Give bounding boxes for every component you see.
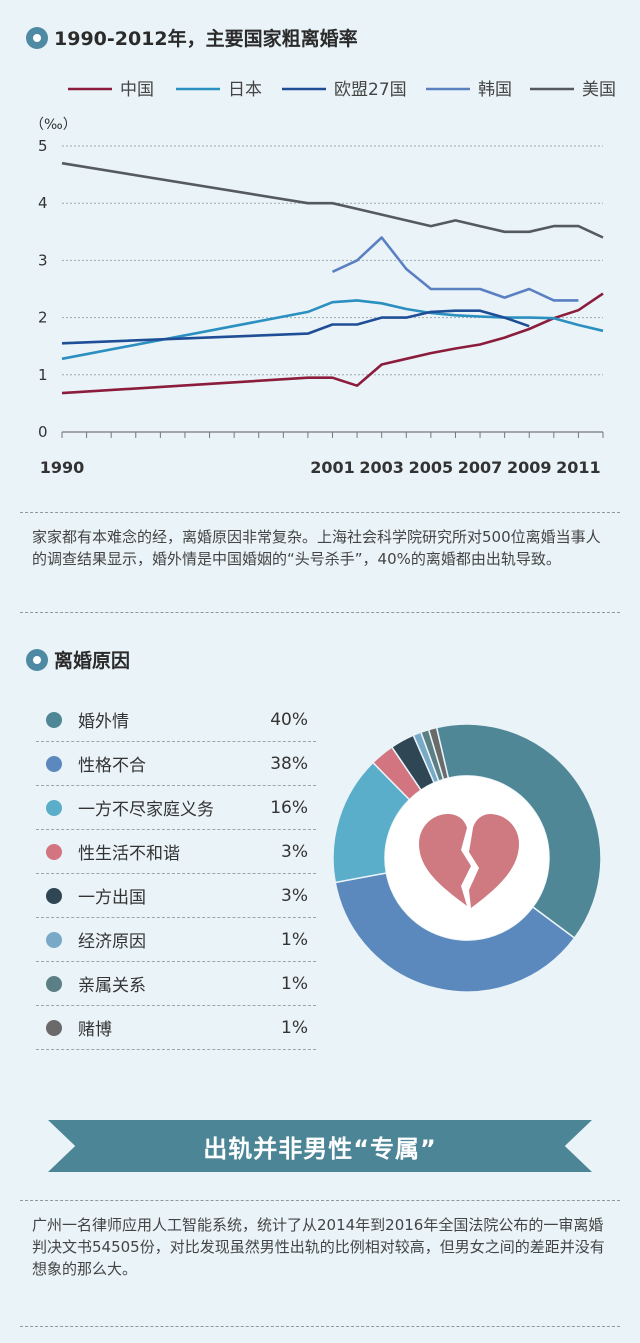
banner-text: 出轨并非男性“专属”	[203, 1134, 437, 1163]
series-line	[61, 292, 604, 395]
reason-percent: 16%	[270, 797, 308, 818]
legend-row: 婚外情 40%	[36, 698, 316, 742]
bullet-icon	[26, 648, 48, 671]
legend-item: 日本	[176, 80, 262, 100]
y-tick-label: 3	[38, 251, 48, 269]
series-line	[61, 161, 604, 239]
section-title-divorce-rate: 1990-2012年，主要国家粗离婚率	[26, 24, 358, 51]
section-title-text: 离婚原因	[54, 650, 131, 672]
paragraph-ai-statistics: 广州一名律师应用人工智能系统，统计了从2014年到2016年全国法院公布的一审离…	[32, 1216, 605, 1278]
x-tick-label: 2003	[359, 458, 404, 477]
reason-label: 赌博	[78, 1020, 112, 1040]
legend-label: 韩国	[478, 80, 512, 100]
x-tick-label: 2001	[310, 458, 355, 477]
bullet-icon	[26, 26, 48, 49]
series-line	[61, 309, 530, 345]
reason-label: 亲属关系	[78, 976, 146, 996]
y-tick-label: 4	[38, 194, 48, 212]
reason-legend: 婚外情 40% 性格不合 38% 一方不尽家庭义务 16% 性生活不和谐 3% 一方出国 3% 经济…	[36, 698, 316, 1050]
y-tick-label: 2	[38, 309, 48, 327]
y-axis-unit: （‰）	[30, 117, 77, 133]
series-line	[331, 236, 579, 302]
legend-label: 欧盟27国	[334, 80, 407, 100]
legend-row: 亲属关系 1%	[36, 962, 316, 1006]
x-tick-label: 1990	[40, 458, 85, 477]
series-line	[61, 299, 604, 361]
reason-label: 一方出国	[78, 888, 146, 908]
legend-dot	[46, 975, 62, 992]
reason-label: 性格不合	[78, 756, 146, 776]
legend-dot	[46, 755, 62, 772]
reason-percent: 40%	[270, 709, 308, 730]
y-tick-label: 5	[38, 137, 48, 155]
x-tick-label: 2007	[458, 458, 503, 477]
divider	[20, 1200, 620, 1201]
reason-percent: 1%	[281, 929, 308, 950]
paragraph-divorce-cause: 家家都有本难念的经，离婚原因非常复杂。上海社会科学院研究所对500位离婚当事人的…	[32, 528, 601, 568]
legend-label: 美国	[582, 80, 616, 100]
donut-chart	[332, 723, 602, 992]
section-title-text: 1990-2012年，主要国家粗离婚率	[54, 28, 358, 50]
legend-dot	[46, 843, 62, 860]
reason-percent: 1%	[281, 1017, 308, 1038]
reason-percent: 1%	[281, 973, 308, 994]
legend-dot	[46, 799, 62, 816]
legend-label: 日本	[228, 80, 262, 100]
reason-label: 婚外情	[78, 712, 129, 732]
legend-row: 一方不尽家庭义务 16%	[36, 786, 316, 830]
legend-item: 中国	[68, 80, 154, 100]
banner: 出轨并非男性“专属”	[48, 1120, 592, 1172]
legend-dot	[46, 887, 62, 904]
reason-percent: 38%	[270, 753, 308, 774]
y-tick-label: 1	[38, 366, 48, 384]
legend-item: 美国	[530, 80, 616, 100]
legend-row: 性生活不和谐 3%	[36, 830, 316, 874]
reason-percent: 3%	[281, 885, 308, 906]
reason-label: 性生活不和谐	[78, 844, 180, 864]
x-tick-label: 2005	[409, 458, 454, 477]
reason-label: 经济原因	[78, 932, 146, 952]
reason-label: 一方不尽家庭义务	[78, 800, 214, 820]
divider	[20, 512, 620, 513]
legend-dot	[46, 931, 62, 948]
divider	[20, 612, 620, 613]
legend-row: 经济原因 1%	[36, 918, 316, 962]
x-tick-label: 2011	[556, 458, 601, 477]
chart-legend: 中国 日本 欧盟27国 韩国 美国	[68, 80, 616, 100]
donut-hole	[385, 776, 549, 940]
legend-label: 中国	[120, 80, 154, 100]
x-tick-label: 2009	[507, 458, 552, 477]
section-title-divorce-reasons: 离婚原因	[26, 646, 130, 673]
divider	[20, 1326, 620, 1327]
broken-heart-icon	[419, 814, 519, 908]
legend-row: 赌博 1%	[36, 1006, 316, 1050]
reason-percent: 3%	[281, 841, 308, 862]
legend-item: 欧盟27国	[282, 80, 407, 100]
legend-item: 韩国	[426, 80, 512, 100]
legend-row: 一方出国 3%	[36, 874, 316, 918]
y-tick-label: 0	[38, 423, 48, 441]
legend-dot	[46, 1019, 62, 1036]
legend-row: 性格不合 38%	[36, 742, 316, 786]
legend-dot	[46, 711, 62, 728]
